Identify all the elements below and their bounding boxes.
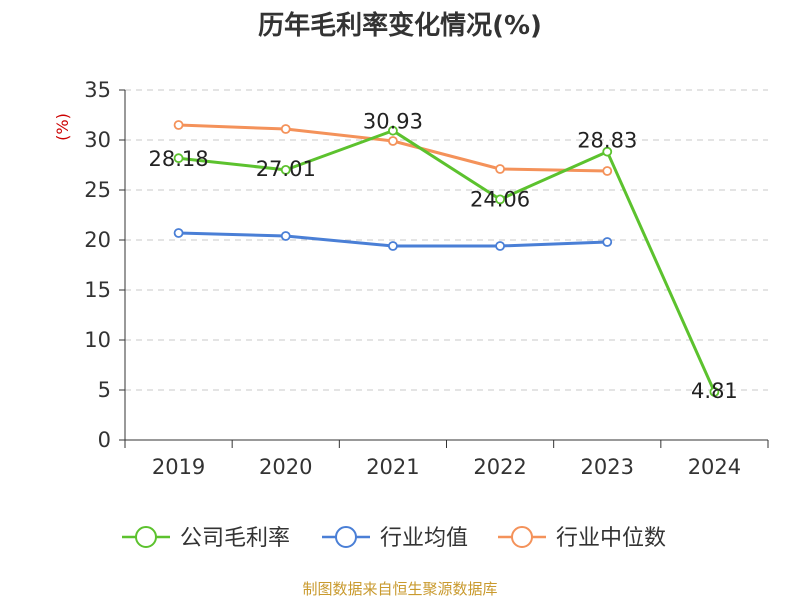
y-tick-label: 30 [84, 128, 111, 152]
data-point-行业均值 [173, 228, 184, 238]
legend-label: 公司毛利率 [180, 526, 290, 551]
data-point-公司毛利率 [280, 164, 291, 175]
x-tick-label: 2022 [473, 455, 526, 479]
series-line-公司毛利率 [178, 129, 716, 393]
y-tick-label: 5 [98, 378, 111, 402]
y-axis-unit: (%) [53, 113, 72, 141]
x-tick-label: 2019 [152, 455, 205, 479]
data-point-公司毛利率 [495, 194, 505, 205]
data-point-行业中位数 [280, 124, 291, 134]
axes: 0 5 10 15 20 25 30 35 2019 2020 2021 2022 2023 2024 [84, 78, 769, 479]
grid-lines [125, 89, 768, 391]
data-point-行业均值 [280, 231, 291, 241]
data-point-行业均值 [602, 237, 613, 247]
legend-item-行业均值[interactable]: 行业均值 [322, 526, 468, 551]
data-label: 28.18 [149, 147, 209, 171]
legend-label: 行业中位数 [556, 526, 666, 551]
data-point-行业均值 [388, 241, 398, 251]
data-label: 4.81 [691, 379, 738, 403]
y-tick-label: 35 [84, 78, 111, 102]
x-tick-label: 2024 [688, 455, 741, 479]
series-lines [173, 120, 720, 397]
y-tick-label: 0 [98, 428, 111, 452]
data-point-行业中位数 [495, 164, 505, 174]
x-tick-label: 2020 [259, 455, 312, 479]
y-tick-label: 25 [84, 178, 111, 202]
data-point-公司毛利率 [173, 153, 184, 164]
legend-marker [135, 526, 157, 548]
chart-title: 历年毛利率变化情况(%) [258, 10, 542, 41]
x-tick-label: 2021 [366, 455, 419, 479]
legend-item-公司毛利率[interactable]: 公司毛利率 [122, 526, 290, 551]
legend-marker [335, 526, 357, 548]
y-tick-label: 10 [84, 328, 111, 352]
data-label: 30.93 [363, 110, 423, 134]
data-point-公司毛利率 [388, 125, 398, 136]
data-point-行业中位数 [388, 136, 398, 146]
data-label: 24.06 [470, 187, 530, 211]
data-point-行业中位数 [602, 166, 613, 176]
y-tick-label: 15 [84, 278, 111, 302]
source-note: 制图数据来自恒生聚源数据库 [302, 580, 497, 598]
y-tick-label: 20 [84, 228, 111, 252]
legend-marker [511, 526, 533, 548]
legend-item-行业中位数[interactable]: 行业中位数 [498, 526, 666, 551]
data-labels: 28.18 27.01 30.93 24.06 28.83 4.81 [149, 110, 738, 403]
legend[interactable]: 公司毛利率 行业均值 行业中位数 [122, 526, 666, 551]
data-point-公司毛利率 [709, 386, 720, 397]
data-label: 28.83 [577, 129, 637, 153]
x-tick-label: 2023 [581, 455, 634, 479]
legend-label: 行业均值 [380, 526, 468, 551]
data-point-公司毛利率 [602, 146, 613, 157]
data-point-行业中位数 [173, 120, 184, 130]
data-point-行业均值 [495, 241, 505, 251]
data-label: 27.01 [256, 157, 316, 181]
